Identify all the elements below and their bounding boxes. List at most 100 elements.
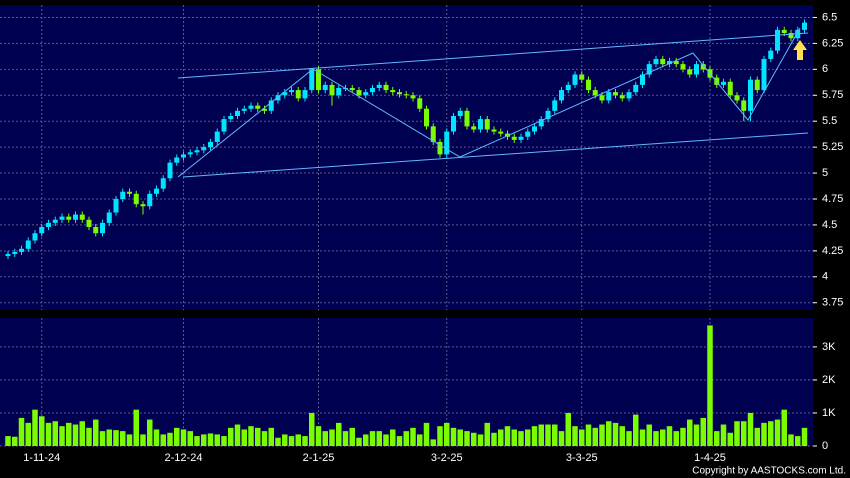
volume-bar (18, 417, 25, 446)
volume-bar (376, 431, 382, 446)
volume-bar (309, 412, 315, 446)
volume-bar (531, 426, 538, 446)
candle-body (167, 162, 173, 179)
volume-bar (511, 429, 517, 446)
volume-bar (687, 419, 693, 446)
candle-body (586, 79, 591, 91)
y-tick-label: 6.25 (822, 37, 843, 49)
volume-bar (653, 431, 659, 446)
candle-body (370, 87, 375, 93)
volume-bar (484, 422, 490, 446)
candle-body (160, 178, 166, 189)
volume-bar (639, 429, 646, 446)
volume-bar (774, 419, 781, 446)
volume-bar (646, 424, 652, 446)
volume-bar (606, 421, 612, 446)
candle-body (390, 90, 396, 93)
candle-body (437, 141, 443, 155)
candle-body (464, 110, 470, 127)
volume-bar (491, 432, 497, 446)
volume-bar (741, 421, 747, 446)
candle-body (646, 64, 652, 75)
volume-bar (383, 434, 389, 446)
candle-body (457, 110, 463, 117)
y-tick-label: 0 (822, 440, 828, 452)
candle-body (727, 81, 733, 96)
volume-bar (498, 429, 504, 446)
candle-body (775, 29, 780, 51)
volume-bar (410, 427, 416, 446)
candle-body (214, 131, 220, 142)
candle-body (174, 157, 180, 163)
volume-bar (167, 432, 173, 446)
candle-body (181, 154, 186, 158)
volume-bar (93, 419, 99, 446)
candle-body (667, 61, 672, 65)
volume-bar (572, 426, 578, 446)
candle-body (694, 64, 699, 75)
y-tick-label: 4 (822, 271, 828, 283)
y-tick-label: 5.75 (822, 89, 843, 101)
volume-bar (437, 426, 443, 446)
volume-bar (248, 426, 254, 446)
candle-body (52, 219, 58, 223)
volume-bar (599, 424, 605, 446)
volume-bar (423, 422, 430, 446)
volume-bar (673, 431, 679, 446)
volume-bar (369, 431, 376, 446)
candle-body (424, 108, 429, 127)
volume-bar (579, 429, 585, 446)
volume-bar (187, 431, 193, 446)
candle-body (687, 69, 693, 75)
candle-body (592, 90, 598, 96)
candle-body (471, 126, 477, 130)
volume-bar (329, 429, 335, 446)
candle-body (262, 108, 267, 111)
candle-body (748, 79, 753, 111)
candle-body (79, 214, 85, 220)
volume-bar (558, 431, 565, 446)
candle-body (802, 22, 807, 30)
candle-body (430, 126, 436, 142)
candle-body (491, 129, 497, 132)
candle-body (322, 84, 328, 91)
volume-bar (552, 424, 558, 446)
candle-body (761, 58, 767, 91)
price-panel (0, 5, 813, 310)
volume-bar (403, 431, 409, 446)
candle-body (532, 126, 537, 132)
volume-bar (444, 422, 450, 446)
candle-body (93, 227, 99, 234)
volume-bar (79, 421, 85, 446)
plot-layers: 1-11-24 2-12-24 2-1-25 3-2-25 3-3-25 1-4-25 3.… (0, 5, 843, 464)
candle-body (613, 92, 618, 96)
candle-body (383, 84, 389, 91)
volume-bar (39, 416, 45, 446)
volume-bar (59, 426, 65, 446)
volume-bar (106, 429, 112, 446)
x-tick-label: 3-2-25 (431, 452, 463, 464)
volume-bar (471, 432, 477, 446)
candle-body (606, 92, 612, 101)
volume-bar (234, 424, 241, 446)
volume-bar (32, 409, 38, 446)
volume-bar (585, 424, 592, 446)
candle-body (268, 100, 274, 111)
candle-body (734, 95, 740, 101)
candle-body (768, 50, 774, 59)
volume-bar (201, 434, 207, 446)
y-tick-label: 4.25 (822, 245, 843, 257)
volume-bar (207, 433, 214, 446)
volume-bar (221, 436, 227, 446)
y-tick-label: 4.5 (822, 219, 837, 231)
candle-body (660, 58, 666, 65)
volume-bar (315, 426, 322, 446)
candle-body (208, 141, 213, 148)
volume-bar (727, 432, 733, 446)
channel-bottom (182, 132, 809, 178)
volume-bar (228, 427, 234, 446)
volume-bar (781, 409, 787, 446)
volume-bar (86, 427, 92, 446)
volume-bar (147, 419, 153, 446)
